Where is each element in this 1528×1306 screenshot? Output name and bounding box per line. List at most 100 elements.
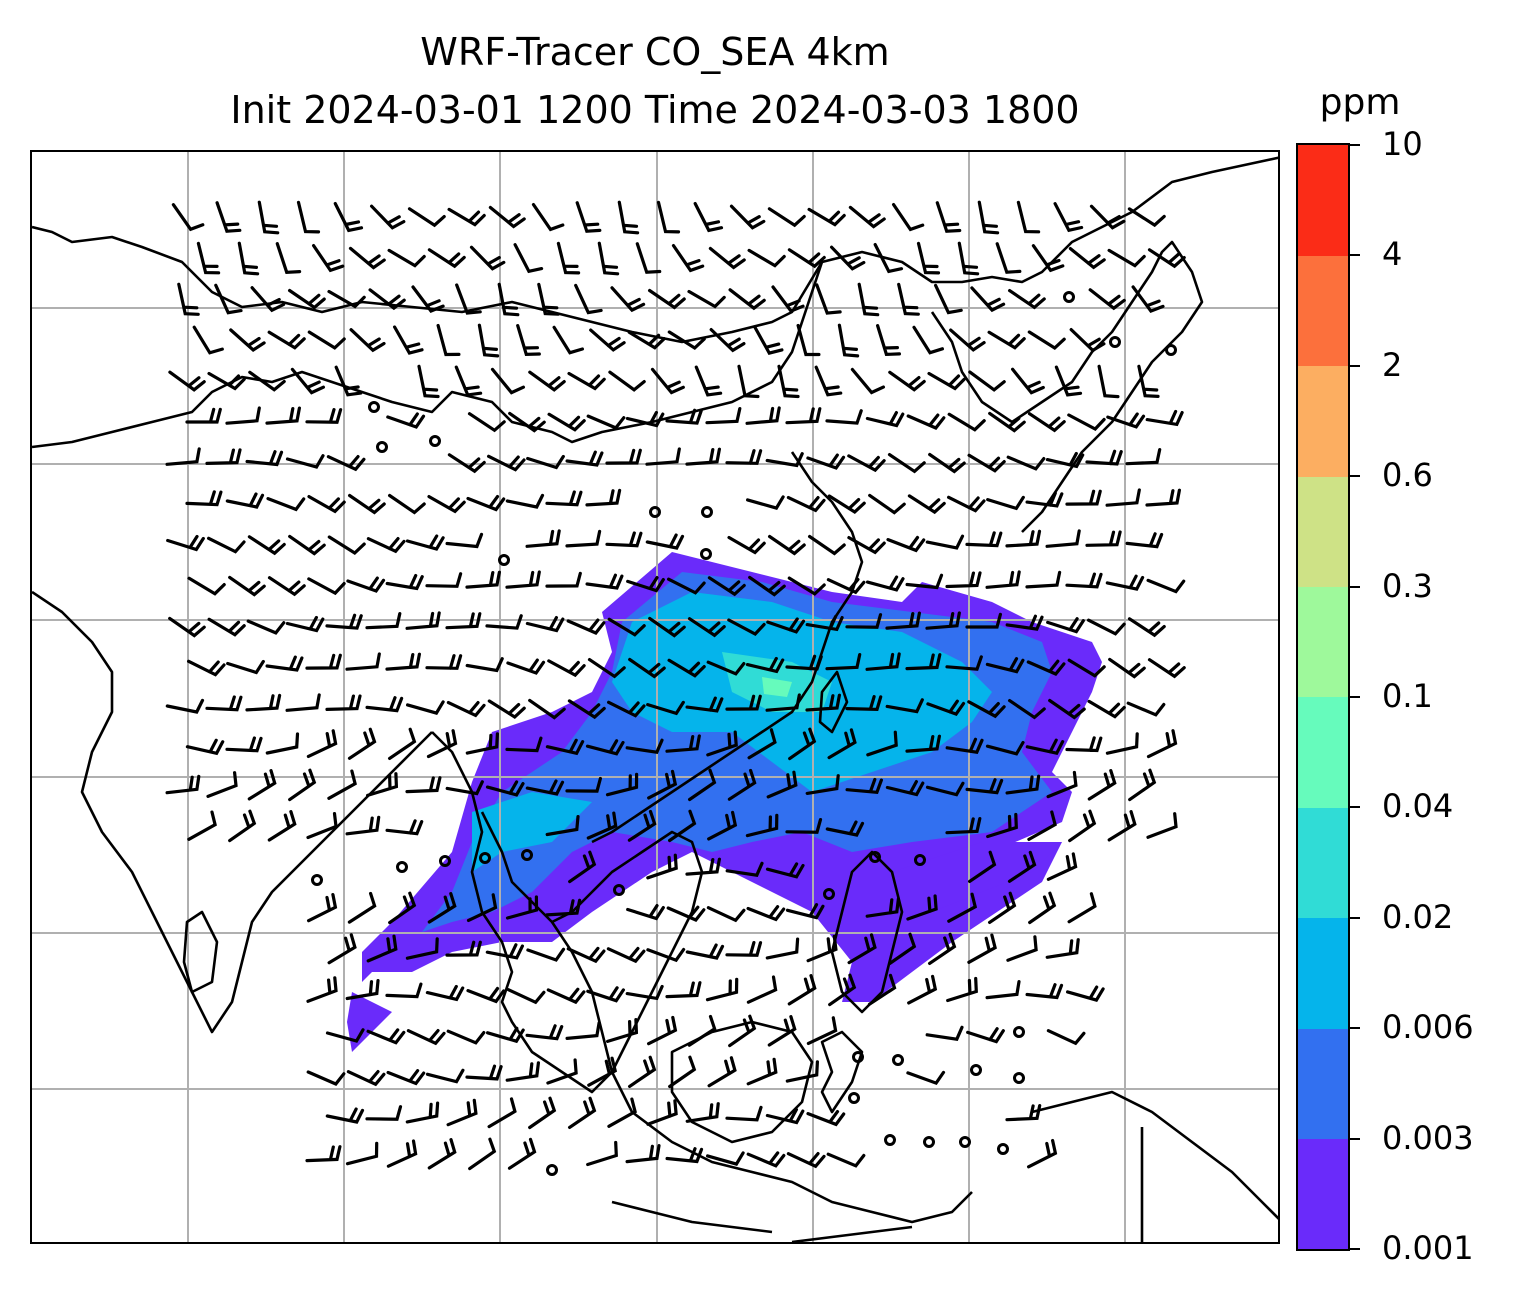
wind-barbs: [165, 200, 1186, 1171]
wind-barb: [187, 659, 226, 677]
wind-barb: [168, 370, 206, 392]
wind-barb: [876, 324, 901, 357]
wind-barb: [847, 536, 886, 555]
wind-barb: [847, 933, 877, 965]
wind-barb: [327, 769, 357, 800]
wind-barb: [214, 283, 243, 315]
wind-barb: [786, 1152, 826, 1169]
colorbar-tick: [1350, 1248, 1360, 1250]
wind-barb: [455, 283, 482, 315]
wind-barb: [306, 812, 338, 840]
wind-barb: [888, 370, 926, 392]
colorbar-tick: [1350, 364, 1360, 367]
wind-barb: [1146, 812, 1178, 839]
calm-wind-marker: [701, 506, 713, 518]
coastline-korea-japan: [930, 240, 1204, 533]
wind-barb: [707, 576, 746, 597]
wind-barb: [597, 241, 620, 276]
wind-barb: [706, 660, 746, 676]
wind-barb: [385, 819, 424, 836]
wind-barb: [785, 818, 823, 834]
wind-barb: [995, 242, 1022, 274]
wind-barb: [405, 611, 441, 630]
wind-barb: [906, 894, 938, 921]
wind-barb: [467, 412, 506, 433]
wind-barb: [506, 658, 546, 675]
wind-barb: [487, 1097, 517, 1129]
calm-wind-marker: [997, 1143, 1009, 1155]
wind-barb: [405, 534, 445, 551]
wind-barb: [826, 1152, 866, 1168]
coastline-nusa: [791, 1225, 913, 1242]
calm-wind-marker: [311, 874, 323, 886]
wind-barb: [325, 1107, 365, 1124]
wind-barb: [388, 727, 417, 760]
wind-barb: [568, 850, 597, 884]
wind-barb: [768, 534, 806, 556]
wind-barb: [1105, 574, 1145, 591]
wind-barb: [247, 769, 277, 801]
wind-barb: [828, 973, 857, 1007]
wind-barb: [705, 977, 739, 1002]
wind-barb: [177, 282, 200, 316]
wind-barb: [525, 529, 561, 548]
wind-barb: [745, 406, 781, 425]
calm-wind-marker: [970, 1064, 982, 1076]
wind-barb: [185, 738, 225, 756]
wind-barb: [905, 573, 944, 590]
wind-barb: [685, 696, 724, 713]
calm-wind-marker: [884, 1134, 896, 1146]
wind-barb: [325, 694, 362, 711]
wind-barb: [306, 729, 338, 758]
wind-barb: [285, 615, 325, 633]
wind-barb: [885, 611, 921, 630]
wind-barb: [766, 617, 806, 634]
wind-barb: [192, 325, 224, 355]
wind-barb: [1145, 488, 1181, 507]
wind-barb: [687, 289, 726, 309]
wind-barb: [1005, 529, 1042, 548]
wind-barb: [985, 570, 1021, 589]
wind-barb: [705, 407, 742, 425]
wind-barb: [747, 728, 777, 760]
wind-barb: [485, 780, 525, 797]
wind-barb: [986, 812, 1018, 839]
wind-barb: [666, 905, 706, 922]
wind-barb: [305, 653, 342, 670]
wind-barb: [327, 289, 366, 309]
wind-barb: [477, 323, 500, 358]
wind-barb: [185, 407, 222, 424]
wind-barb: [265, 732, 300, 755]
colorbar-tick: [1350, 144, 1360, 146]
coastline-borneo: [670, 1020, 814, 1144]
colorbar-tick-label: 0.1: [1382, 677, 1433, 715]
wind-barb: [947, 892, 978, 923]
wind-barb: [566, 946, 606, 964]
wind-barb: [745, 656, 785, 674]
wind-barb: [165, 447, 201, 466]
chart-title-line1: WRF-Tracer CO_SEA 4km: [420, 30, 890, 74]
wind-barb: [626, 904, 665, 921]
wind-barb: [905, 734, 941, 753]
wind-barb: [386, 1069, 426, 1086]
wind-barb: [507, 1137, 537, 1170]
wind-barb: [405, 1101, 440, 1124]
wind-barb: [568, 1096, 597, 1129]
wind-barb: [406, 700, 445, 715]
wind-barb: [605, 531, 643, 548]
wind-barb: [628, 657, 666, 679]
colorbar-tick-label: 10: [1382, 125, 1423, 163]
wind-barb: [1146, 578, 1186, 594]
wind-barb: [405, 776, 442, 794]
wind-barb: [545, 571, 582, 588]
wind-barb: [537, 282, 560, 316]
wind-barb: [626, 576, 665, 593]
wind-barb: [1128, 768, 1157, 802]
colorbar-tick-label: 0.02: [1382, 897, 1454, 936]
wind-barb: [245, 450, 284, 467]
wind-barb: [165, 698, 205, 714]
colorbar-swatch: [1298, 476, 1348, 588]
wind-barb: [830, 245, 866, 271]
wind-barb: [207, 371, 246, 391]
wind-barb: [565, 529, 602, 548]
